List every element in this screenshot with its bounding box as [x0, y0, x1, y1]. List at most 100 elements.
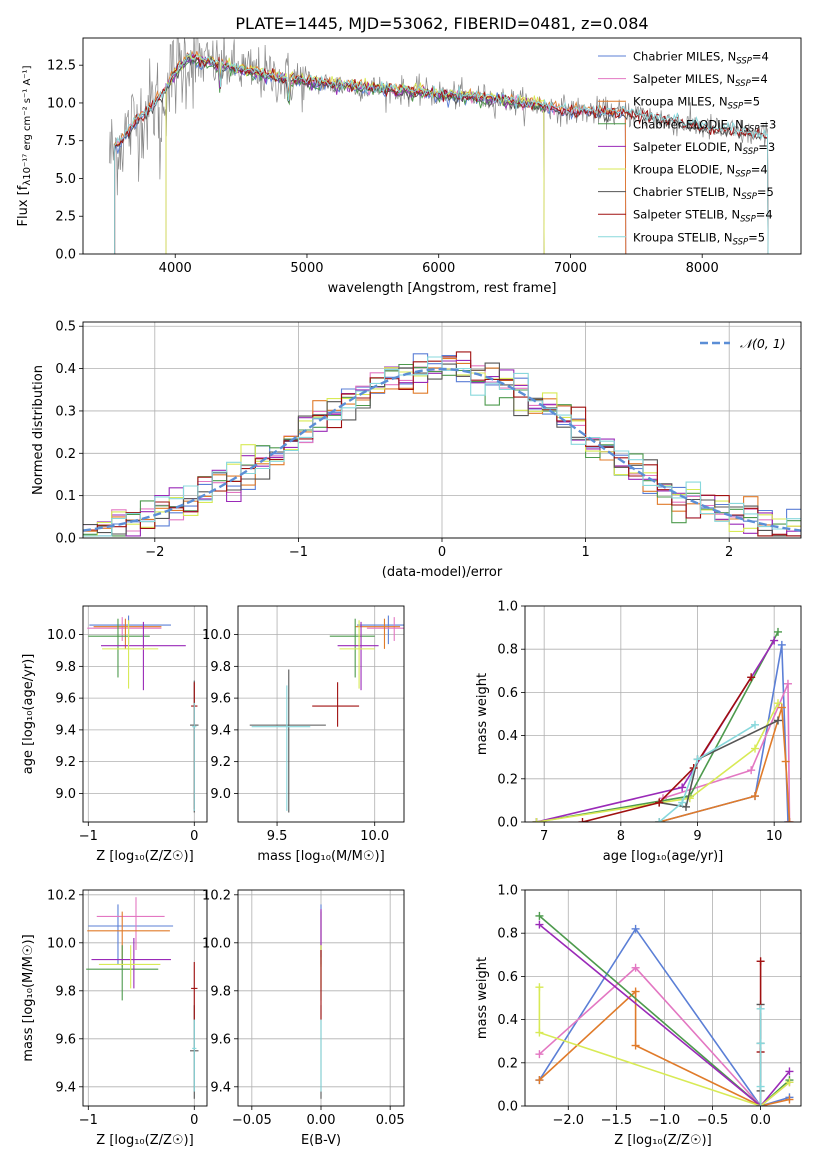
legend-entry: Chabrier ELODIE, NSSP=3	[633, 117, 776, 134]
tick-label-y: 9.2	[210, 755, 231, 770]
tick-label-y: 0.2	[55, 447, 76, 462]
normal-curve	[83, 367, 801, 532]
tick-label-y: 10.2	[202, 888, 231, 903]
weight-line	[659, 719, 779, 808]
x-axis-label: E(B-V)	[301, 1133, 341, 1148]
x-axis-label: (data-model)/error	[382, 565, 503, 580]
tick-label-x: 6000	[422, 261, 455, 276]
legend-entry-tail: =4	[752, 50, 769, 64]
tick-label-y: 0.2	[497, 1056, 518, 1071]
weight-line	[582, 676, 752, 822]
tick-label-y: 0.2	[497, 772, 518, 787]
panels: 4000 5000 6000 7000 80000.02.55.07.510.012.5…	[16, 37, 802, 1148]
tick-label-x: −2.0	[552, 1113, 584, 1128]
legend-entry-tail: =3	[759, 117, 776, 131]
tick-label-y: 0.5	[55, 320, 76, 335]
tick-label-x: 8	[617, 829, 625, 844]
tick-label-x: −1.0	[649, 1113, 681, 1128]
tick-label-y: 10.2	[47, 888, 76, 903]
tick-label-x: 9	[693, 829, 701, 844]
axes-frame	[237, 605, 405, 823]
tick-label-y: 5.0	[55, 172, 76, 187]
x-axis-label: Z [log₁₀(Z/Z☉)]	[614, 1133, 711, 1148]
tick-label-y: 2.5	[55, 210, 76, 225]
legend-entry-sub: SSP	[733, 237, 749, 247]
x-axis-label: Z [log₁₀(Z/Z☉)]	[96, 849, 193, 864]
tick-label-x: 7	[540, 829, 548, 844]
tick-label-x: 0	[190, 829, 198, 844]
tick-label-y: 10.0	[202, 628, 231, 643]
legend-entry: Chabrier STELIB, NSSP=5	[633, 185, 774, 202]
tick-label-y: 9.0	[55, 787, 76, 802]
legend-entry: Chabrier MILES, NSSP=4	[633, 50, 769, 67]
y-axis-label: mass [log₁₀(M/M☉)]	[21, 934, 36, 1061]
legend-entry-tail: =4	[751, 163, 768, 177]
tick-label-y: 9.6	[55, 1032, 76, 1047]
age_vs_mass-panel: 9.5 10.0 9.0 9.2 9.4 9.6 9.8 10.0 mass [log₁₀(M/…	[202, 605, 405, 864]
histogram-step	[83, 362, 801, 537]
tick-label-y: 9.4	[210, 1080, 231, 1095]
legend: 𝒩(0, 1)	[700, 336, 786, 351]
axes-frame	[82, 889, 208, 1107]
tick-label-x: 0.00	[307, 1113, 336, 1128]
tick-label-y: 9.2	[55, 755, 76, 770]
legend-entry-tail: =5	[743, 95, 760, 109]
weight_vs_Z-plot-area	[535, 911, 794, 1106]
tick-label-y: 9.8	[210, 660, 231, 675]
tick-label-x: 0	[438, 545, 446, 560]
y-axis-label: Flux [fλ10⁻¹⁷ erg cm⁻² s⁻¹ A⁻¹]	[16, 65, 33, 226]
tick-label-y: 0.1	[55, 489, 76, 504]
weight-line	[538, 927, 790, 1106]
weight-line	[658, 724, 756, 822]
mass_vs_ebv-panel: −0.05 0.00 0.05 9.4 9.6 9.8 10.0 10.2 E(B-V)	[202, 888, 405, 1148]
y-axis-label: mass weight	[475, 957, 490, 1039]
tick-label-x: 0	[190, 1113, 198, 1128]
x-axis-label: age [log₁₀(age/yr)]	[603, 849, 724, 864]
residuals-plot-area	[83, 351, 801, 537]
tick-label-y: 10.0	[47, 936, 76, 951]
legend-entry-tail: =5	[757, 185, 774, 199]
tick-label-y: 0.0	[497, 1100, 518, 1115]
tick-label-x: −1	[79, 829, 98, 844]
legend-entry-tail: =4	[756, 208, 773, 222]
tick-label-y: 9.6	[210, 692, 231, 707]
axes-frame	[524, 889, 802, 1107]
legend-entry: Kroupa STELIB, NSSP=5	[633, 230, 765, 247]
tick-label-y: 9.6	[210, 1032, 231, 1047]
axes-frame	[82, 321, 802, 539]
tick-label-y: 9.0	[210, 787, 231, 802]
tick-label-y: 0.0	[497, 816, 518, 831]
model-spectrum-line	[114, 50, 627, 254]
mass_vs_Z-plot-area	[86, 897, 199, 1099]
tick-label-y: 0.4	[497, 1013, 518, 1028]
spectrum-panel: 4000 5000 6000 7000 8000 0.0 2.5 5.0 7.5 10.0 12.5…	[16, 37, 802, 296]
legend-entry-sub: SSP	[743, 147, 759, 157]
legend-entry-sub: SSP	[744, 124, 760, 134]
axes-frame	[82, 605, 208, 823]
tick-label-y: 10.0	[47, 96, 76, 111]
age_vs_Z-plot-area	[87, 615, 199, 813]
tick-label-y: 0.8	[497, 643, 518, 658]
x-axis-label: mass [log₁₀(M/M☉)]	[257, 849, 384, 864]
tick-label-y: 12.5	[47, 59, 76, 74]
tick-label-x: −1	[79, 1113, 98, 1128]
tick-label-x: 1	[581, 545, 589, 560]
axes-frame	[524, 605, 802, 823]
tick-label-x: −0.05	[232, 1113, 272, 1128]
legend-entry-tail: =5	[748, 230, 765, 244]
legend-entry: 𝒩(0, 1)	[740, 336, 786, 351]
x-axis-label: wavelength [Angstrom, rest frame]	[328, 281, 557, 296]
tick-label-x: 5000	[290, 261, 323, 276]
weight_vs_age-panel: 7 8 9 10 0.0 0.2 0.4 0.6 0.8 1.0 age [log₁₀(age/yr…	[475, 600, 802, 864]
tick-label-y: 9.4	[55, 723, 76, 738]
tick-label-x: 9.5	[267, 829, 288, 844]
weight_vs_age-plot-area	[532, 627, 794, 822]
legend-entry-tail: =4	[751, 72, 768, 86]
tick-label-y: 10.0	[47, 628, 76, 643]
legend-entry-sub: SSP	[736, 57, 752, 67]
tick-label-x: 10	[766, 829, 783, 844]
tick-label-x: −1.5	[601, 1113, 633, 1128]
weight-line	[538, 987, 791, 1106]
axes-frame	[82, 37, 802, 255]
